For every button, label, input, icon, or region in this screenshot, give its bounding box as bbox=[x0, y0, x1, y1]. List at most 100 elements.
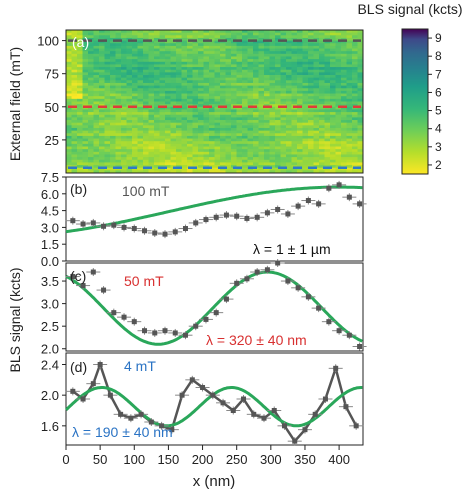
heatmap-cell bbox=[247, 122, 254, 126]
heatmap-cell bbox=[253, 141, 259, 145]
heatmap-cell bbox=[308, 125, 314, 129]
data-marker bbox=[220, 400, 226, 406]
heatmap-cell bbox=[324, 82, 331, 87]
heatmap-cell bbox=[220, 75, 226, 79]
heatmap-cell bbox=[165, 40, 171, 44]
heatmap-cell bbox=[192, 69, 199, 73]
heatmap-cell bbox=[93, 141, 100, 145]
heatmap-cell bbox=[110, 149, 116, 153]
heatmap-cell bbox=[264, 114, 270, 118]
heatmap-cell bbox=[187, 43, 193, 47]
heatmap-cell bbox=[308, 141, 314, 145]
heatmap-cell bbox=[286, 146, 292, 150]
heatmap-cell bbox=[297, 61, 303, 65]
heatmap-cell bbox=[302, 80, 309, 84]
data-marker bbox=[333, 365, 339, 371]
heatmap-cell bbox=[71, 51, 78, 55]
heatmap-cell bbox=[88, 69, 94, 73]
heatmap-cell bbox=[93, 30, 100, 34]
heatmap-cell bbox=[264, 159, 270, 163]
heatmap-cell bbox=[82, 75, 89, 79]
heatmap-cell bbox=[297, 112, 303, 116]
data-point bbox=[96, 286, 111, 295]
heatmap-cell bbox=[286, 72, 292, 76]
heatmap-cell bbox=[308, 32, 314, 36]
heatmap-cell bbox=[126, 135, 133, 139]
heatmap-cell bbox=[82, 106, 89, 110]
heatmap-cell bbox=[154, 56, 160, 60]
heatmap-cell bbox=[286, 127, 292, 132]
heatmap-cell bbox=[198, 96, 204, 100]
heatmap-cell bbox=[165, 48, 171, 52]
heatmap-cell bbox=[203, 167, 210, 171]
heatmap-cell bbox=[214, 82, 221, 87]
heatmap-cell bbox=[242, 120, 248, 124]
heatmap-cell bbox=[143, 51, 149, 55]
heatmap-cell bbox=[253, 88, 259, 92]
heatmap-cell bbox=[143, 101, 149, 105]
heatmap-cell bbox=[330, 43, 336, 47]
heatmap-cell bbox=[231, 167, 237, 171]
heatmap-cell bbox=[110, 101, 116, 105]
heatmap-cell bbox=[148, 157, 155, 161]
heatmap-cell bbox=[264, 67, 270, 71]
heatmap-cell bbox=[242, 56, 248, 60]
heatmap-cell bbox=[291, 40, 298, 44]
data-marker bbox=[121, 314, 127, 320]
heatmap-cell bbox=[187, 93, 193, 97]
heatmap-cell bbox=[93, 69, 100, 73]
heatmap-cell bbox=[192, 82, 199, 87]
heatmap-cell bbox=[198, 35, 204, 39]
heatmap-cell bbox=[220, 35, 226, 39]
heatmap-cell bbox=[159, 151, 166, 155]
heatmap-cell bbox=[71, 64, 78, 68]
heatmap-cell bbox=[236, 64, 243, 68]
heatmap-cell bbox=[181, 98, 188, 102]
heatmap-cell bbox=[170, 32, 177, 36]
heatmap-cell bbox=[66, 125, 72, 129]
heatmap-cell bbox=[99, 122, 105, 126]
heatmap-cell bbox=[88, 48, 94, 52]
heatmap-cell bbox=[154, 167, 160, 171]
heatmap-cell bbox=[335, 159, 342, 163]
heatmap-cell bbox=[335, 90, 342, 94]
heatmap-cell bbox=[176, 101, 182, 105]
heatmap-cell bbox=[154, 37, 160, 41]
heatmap-cell bbox=[275, 143, 281, 147]
heatmap-cell bbox=[165, 149, 171, 153]
heatmap-cell bbox=[258, 120, 265, 124]
panel-d-field-label: 4 mT bbox=[124, 358, 156, 374]
heatmap-cell bbox=[231, 56, 237, 60]
data-marker bbox=[244, 276, 250, 282]
heatmap-cell bbox=[71, 151, 78, 155]
heatmap-cell bbox=[264, 88, 270, 92]
heatmap-cell bbox=[170, 64, 177, 68]
heatmap-cell bbox=[341, 106, 347, 110]
heatmap-cell bbox=[165, 165, 171, 169]
heatmap-cell bbox=[104, 35, 111, 39]
heatmap-cell bbox=[280, 48, 287, 52]
heatmap-cell bbox=[225, 104, 232, 108]
heatmap-cell bbox=[121, 167, 127, 171]
heatmap-cell bbox=[341, 30, 347, 34]
heatmap-cell bbox=[143, 93, 149, 97]
heatmap-cell bbox=[297, 109, 303, 113]
heatmap-cell bbox=[181, 80, 188, 84]
heatmap-cell bbox=[280, 56, 287, 60]
heatmap-cell bbox=[170, 133, 177, 137]
heatmap-cell bbox=[308, 90, 314, 94]
heatmap-cell bbox=[291, 143, 298, 147]
heatmap-cell bbox=[269, 64, 276, 68]
heatmap-cell bbox=[165, 141, 171, 145]
data-point bbox=[113, 410, 128, 419]
heatmap-cell bbox=[192, 170, 199, 174]
heatmap-cell bbox=[324, 141, 331, 145]
heatmap-cell bbox=[236, 32, 243, 36]
heatmap-cell bbox=[352, 67, 358, 71]
heatmap-cell bbox=[302, 51, 309, 55]
heatmap-cell bbox=[297, 125, 303, 129]
heatmap-cell bbox=[71, 48, 78, 52]
heatmap-cell bbox=[93, 146, 100, 150]
heatmap-cell bbox=[225, 59, 232, 63]
heatmap-cell bbox=[126, 130, 133, 134]
